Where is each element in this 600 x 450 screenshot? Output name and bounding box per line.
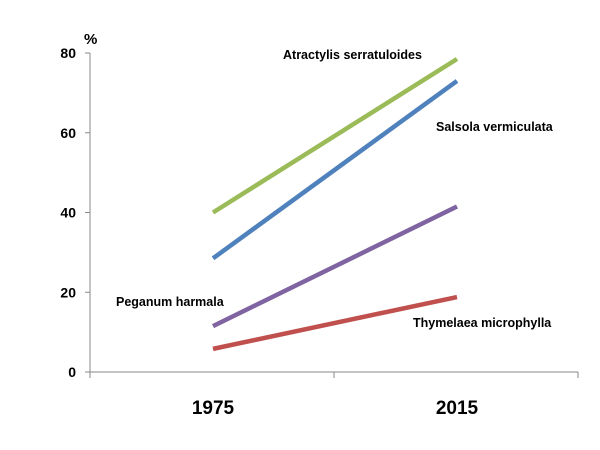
y-tick-label: 40 — [60, 205, 76, 221]
series-label: Peganum harmala — [116, 295, 225, 309]
x-category-label: 1975 — [192, 398, 235, 419]
series-lines — [211, 57, 459, 352]
y-tick-label: 0 — [68, 364, 76, 380]
series-line — [212, 204, 458, 329]
ticks: 0 20 40 60 80 1975 2015 — [60, 45, 579, 419]
series-labels: Atractylis serratuloides Salsola vermicul… — [116, 48, 554, 330]
y-tick-label: 60 — [60, 125, 76, 141]
x-category-label: 2015 — [436, 398, 479, 419]
y-axis-unit-label: % — [84, 31, 97, 48]
series-label: Thymelaea microphylla — [413, 316, 552, 330]
series-line — [212, 294, 458, 352]
series-line — [211, 79, 459, 261]
y-tick-label: 20 — [60, 284, 76, 300]
series-line — [211, 57, 459, 215]
y-tick-label: 80 — [60, 45, 76, 61]
series-label: Salsola vermiculata — [436, 120, 554, 134]
series-label: Atractylis serratuloides — [283, 48, 422, 62]
